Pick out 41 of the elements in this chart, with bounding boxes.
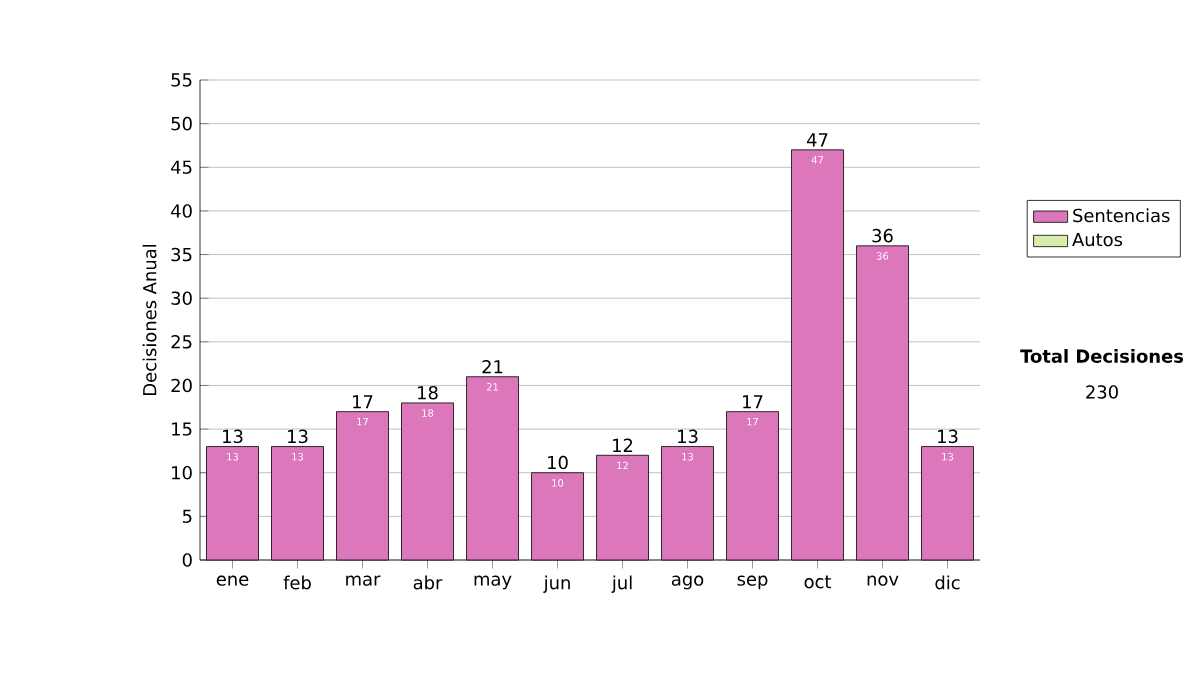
y-tick-label: 15 <box>172 422 192 436</box>
y-tick-label: 55 <box>171 73 192 87</box>
x-tick-label: ago <box>671 575 704 590</box>
y-tick-label: 20 <box>171 378 192 393</box>
data-label: 17 <box>353 395 373 409</box>
x-tick-label: sep <box>737 575 768 590</box>
x-tick-label: jul <box>611 575 632 593</box>
data-label: 13 <box>678 429 698 444</box>
data-label: 13 <box>223 429 243 444</box>
x-tick-label: nov <box>867 575 899 586</box>
y-tick-label: 45 <box>171 160 192 174</box>
legend-label: Sentencias <box>1073 208 1170 223</box>
x-tick-label: may <box>474 575 512 590</box>
x-tick-label: jun <box>543 575 570 593</box>
x-tick-label: abr <box>413 575 443 590</box>
data-label: 21 <box>482 360 503 374</box>
x-tick-label: ene <box>216 575 249 586</box>
data-label: 36 <box>872 228 893 243</box>
text: Total Decisiones <box>1020 349 1184 363</box>
x-tick-label: dic <box>935 575 960 590</box>
y-tick-label: 25 <box>171 335 192 349</box>
y-tick-label: 35 <box>171 247 192 262</box>
data-label: 12 <box>613 438 633 452</box>
y-tick-label: 50 <box>171 116 192 131</box>
data-label: 17 <box>743 395 763 409</box>
data-label: 47 <box>806 133 828 147</box>
data-label: 10 <box>548 455 568 470</box>
x-tick-label: oct <box>804 575 832 589</box>
y-tick-label: 30 <box>171 291 192 305</box>
data-label: 18 <box>418 385 438 400</box>
x-tick-label: feb <box>283 575 311 590</box>
y-tick-label: 5 <box>182 509 192 524</box>
data-label: 13 <box>938 429 958 444</box>
y-tick-label: 40 <box>171 204 192 218</box>
text: 230 <box>1086 385 1118 399</box>
x-tick-label: mar <box>346 575 381 586</box>
data-label: 13 <box>288 429 308 444</box>
y-axis-title: Decisiones Anual <box>142 244 157 395</box>
y-tick-label: 0 <box>182 553 192 567</box>
y-tick-label: 10 <box>172 465 192 480</box>
legend-label: Autos <box>1072 232 1123 247</box>
